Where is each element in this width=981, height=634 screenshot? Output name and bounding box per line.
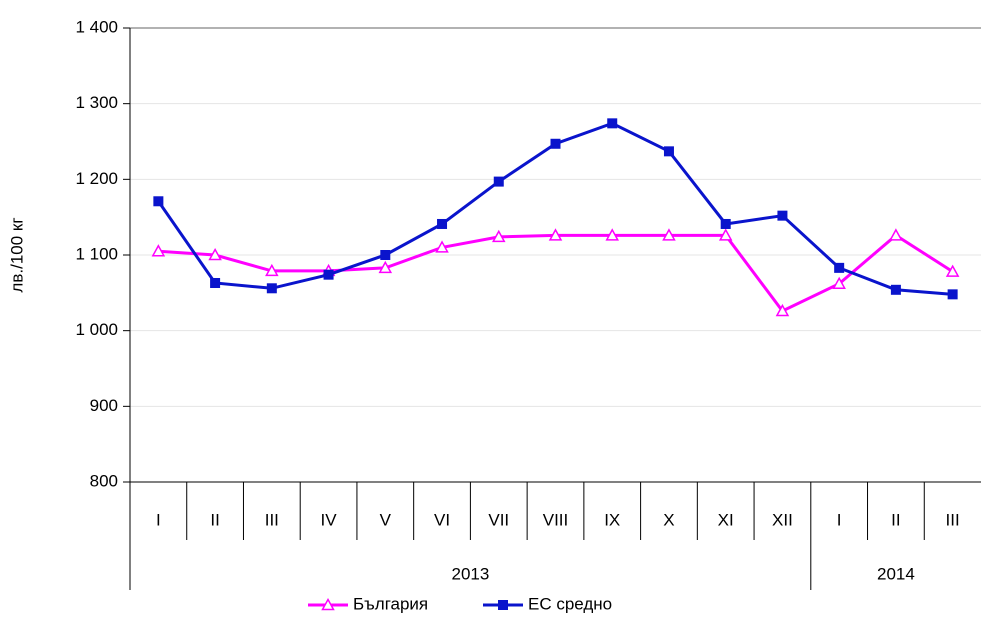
marker — [605, 228, 620, 241]
y-tick-label: 1 000 — [75, 320, 118, 339]
marker — [832, 276, 846, 290]
marker — [151, 244, 166, 257]
y-tick-label: 800 — [90, 471, 118, 490]
marker — [777, 210, 788, 221]
legend-marker — [498, 600, 508, 610]
marker — [945, 264, 960, 277]
marker — [265, 263, 279, 277]
marker — [437, 218, 448, 229]
marker — [266, 283, 277, 294]
y-tick-label: 900 — [90, 396, 118, 415]
marker — [718, 228, 733, 241]
x-tick-label: II — [891, 510, 900, 529]
marker — [662, 228, 676, 241]
x-tick-label: I — [837, 510, 842, 529]
y-tick-label: 1 300 — [75, 93, 118, 112]
x-tick-label: I — [156, 510, 161, 529]
x-tick-label: II — [210, 510, 219, 529]
marker — [380, 250, 391, 260]
x-tick-label: V — [380, 510, 392, 529]
x-tick-label: III — [946, 510, 960, 529]
series-line — [158, 233, 954, 313]
marker — [550, 138, 561, 149]
x-tick-label: X — [663, 510, 674, 529]
marker — [663, 146, 674, 157]
marker — [548, 228, 563, 241]
group-label: 2013 — [451, 564, 489, 583]
x-tick-label: VI — [434, 510, 450, 529]
marker — [208, 247, 222, 261]
marker — [378, 260, 393, 274]
x-tick-label: IV — [321, 510, 338, 529]
legend-label: ЕС средно — [528, 594, 612, 613]
x-tick-label: XI — [718, 510, 734, 529]
marker — [607, 118, 618, 129]
y-tick-label: 1 400 — [75, 17, 118, 36]
series-line — [157, 121, 953, 296]
x-tick-label: IX — [604, 510, 620, 529]
marker — [890, 284, 901, 295]
marker — [834, 262, 845, 273]
marker — [720, 218, 731, 229]
marker — [435, 240, 449, 253]
marker — [493, 176, 504, 187]
marker — [210, 277, 221, 288]
marker — [775, 303, 790, 317]
y-tick-label: 1 200 — [75, 169, 118, 188]
marker — [491, 229, 506, 243]
y-tick-label: 1 100 — [75, 244, 118, 263]
x-tick-label: VII — [488, 510, 509, 529]
legend-marker — [321, 597, 335, 611]
group-label: 2014 — [877, 564, 915, 583]
marker — [947, 289, 958, 300]
x-tick-label: III — [265, 510, 279, 529]
x-tick-label: XII — [772, 510, 793, 529]
x-tick-label: VIII — [543, 510, 569, 529]
legend-label: България — [353, 594, 428, 613]
marker — [323, 269, 334, 280]
marker — [153, 196, 164, 207]
y-axis-label: лв./100 кг — [7, 217, 26, 292]
marker — [889, 228, 903, 241]
